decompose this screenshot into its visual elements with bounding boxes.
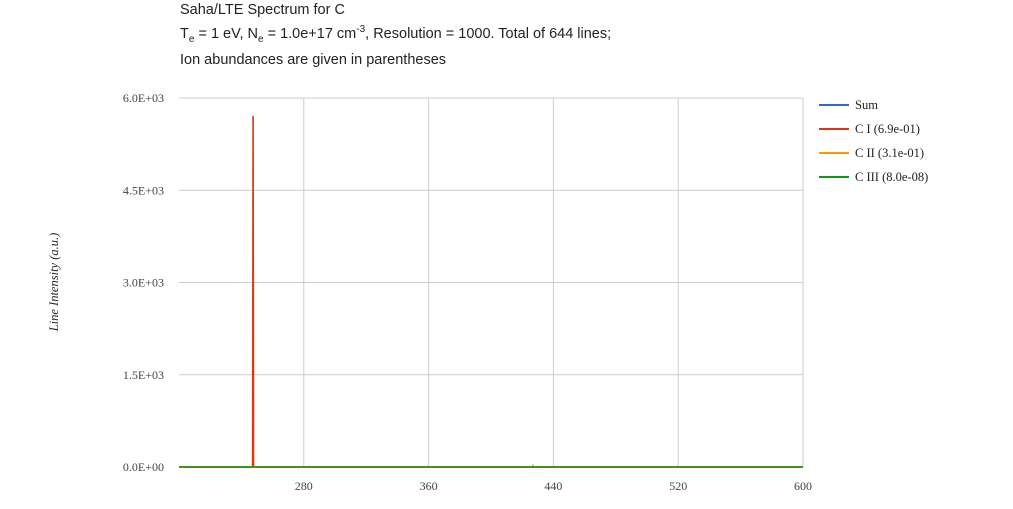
- ne-subscript: e: [257, 34, 264, 45]
- ne-exponent: -3: [356, 24, 366, 35]
- x-tick-label: 280: [295, 479, 313, 493]
- title-rest: , Resolution = 1000. Total of 644 lines;: [365, 26, 612, 42]
- y-tick-label: 6.0E+03: [123, 91, 164, 105]
- y-tick-label: 3.0E+03: [123, 276, 164, 290]
- legend-label: C III (8.0e-08): [855, 170, 928, 184]
- ne-value: = 1.0e+17 cm: [263, 26, 357, 42]
- series-line: [179, 115, 803, 468]
- title-line-2: Te = 1 eV, Ne = 1.0e+17 cm-3, Resolution…: [180, 20, 611, 50]
- x-tick-label: 440: [544, 479, 562, 493]
- y-tick-label: 4.5E+03: [123, 183, 164, 197]
- y-tick-label: 1.5E+03: [123, 368, 164, 382]
- y-axis-label: Line Intensity (a.u.): [47, 233, 61, 333]
- te-subscript: e: [188, 34, 195, 45]
- legend-label: Sum: [855, 98, 878, 112]
- x-tick-label: 360: [420, 479, 438, 493]
- legend-label: C I (6.9e-01): [855, 122, 920, 136]
- x-tick-label: 520: [669, 479, 687, 493]
- chart-title: Saha/LTE Spectrum for C Te = 1 eV, Ne = …: [180, 0, 611, 70]
- title-line-3: Ion abundances are given in parentheses: [180, 52, 447, 68]
- x-tick-label: 600: [794, 479, 812, 493]
- te-symbol: T: [180, 26, 189, 42]
- y-tick-label: 0.0E+00: [123, 460, 164, 474]
- te-value: = 1 eV, N: [194, 26, 258, 42]
- title-line-1: Saha/LTE Spectrum for C: [180, 2, 345, 18]
- legend-label: C II (3.1e-01): [855, 146, 924, 160]
